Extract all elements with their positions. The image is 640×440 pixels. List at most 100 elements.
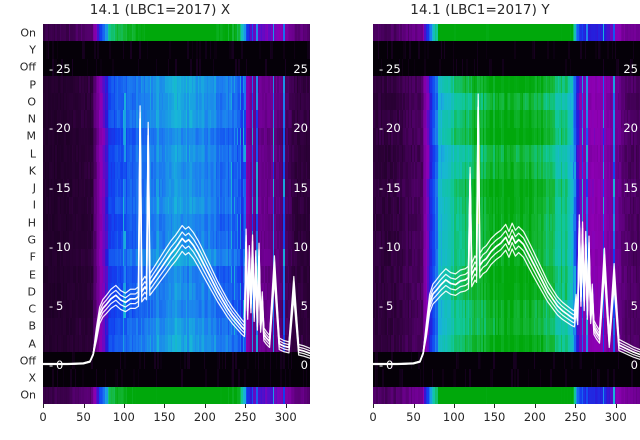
dipole-tick-label: K xyxy=(28,164,36,178)
x-tick-label: 100 xyxy=(112,410,135,424)
dipole-tick-label: N xyxy=(27,112,36,126)
inner-y-tick-label: 20 xyxy=(293,121,308,136)
heatmap-row xyxy=(43,369,310,388)
dipole-tick-label: B xyxy=(28,319,36,333)
inner-y-tick-label: -5 xyxy=(49,298,64,313)
x-tick-mark xyxy=(83,404,85,408)
heatmap-row xyxy=(43,162,310,181)
x-tick-mark xyxy=(123,404,125,408)
heatmap-row xyxy=(43,75,310,94)
dipole-tick-label: C xyxy=(28,302,36,316)
heatmap-row xyxy=(373,24,640,42)
heatmap-row xyxy=(43,127,310,146)
spectrum-trace xyxy=(43,105,310,365)
dipole-tick-label: E xyxy=(29,268,36,281)
heatmap-row xyxy=(43,179,310,198)
heatmap-axes-x[interactable]: -0 0 -5 5 -10 10 -15 15 -20 20 -25 25 xyxy=(43,24,310,404)
heatmap-row xyxy=(43,352,310,371)
spectrum-trace xyxy=(373,93,640,365)
inner-y-tick-label: -10 xyxy=(49,239,71,254)
x-tick-label: 300 xyxy=(274,410,297,424)
x-tick-mark xyxy=(615,404,617,408)
x-tick-mark xyxy=(43,404,44,408)
x-tick-label: 100 xyxy=(442,410,465,424)
heatmap-row xyxy=(373,144,640,163)
heatmap-row xyxy=(373,300,640,319)
x-tick-mark xyxy=(245,404,247,408)
inner-y-tick-label: 5 xyxy=(630,298,638,313)
x-tick-label: 200 xyxy=(523,410,546,424)
dipole-tick-label: J xyxy=(32,181,36,195)
inner-y-tick-label: -20 xyxy=(379,121,401,136)
heatmap-row xyxy=(43,214,310,232)
dipole-tick-label: F xyxy=(29,250,36,264)
dipole-tick-label: M xyxy=(26,129,37,143)
inner-y-tick-label: -0 xyxy=(379,358,394,373)
inner-y-tick-label: -5 xyxy=(379,298,394,313)
inner-y-tick-label: -25 xyxy=(379,62,401,77)
x-tick-mark xyxy=(575,404,577,408)
heatmap-row xyxy=(373,196,640,215)
x-tick-label: 0 xyxy=(39,410,47,424)
x-tick-mark xyxy=(413,404,415,408)
panel-x: 14.1 (LBC1=2017) X xyxy=(89,2,231,18)
dipole-tick-label: G xyxy=(27,233,36,247)
heatmap-row xyxy=(373,127,640,146)
x-tick-mark xyxy=(373,404,374,408)
x-tick-mark xyxy=(453,404,455,408)
dipole-tick-label: On xyxy=(20,388,36,402)
spectrum-trace-group xyxy=(43,105,310,366)
dipole-tick-label: Off xyxy=(19,354,36,368)
inner-y-tick-label: 10 xyxy=(293,239,308,254)
inner-y-tick-label: 25 xyxy=(623,62,638,77)
dipole-tick-label: L xyxy=(29,147,36,160)
x-tick-label: 50 xyxy=(406,410,421,424)
inner-y-tick-label: -15 xyxy=(379,180,401,195)
heatmap-row xyxy=(43,231,310,250)
x-tick-mark xyxy=(164,404,166,408)
heatmap-row xyxy=(373,317,640,336)
panel-y: 14.1 (LBC1=2017) Y xyxy=(320,0,640,440)
dipole-tick-label: O xyxy=(27,95,36,109)
inner-y-tick-label: 15 xyxy=(293,180,308,195)
dipole-tick-label: I xyxy=(32,198,36,212)
outer-dipole-axis-left: On Y Off P O N M L K J I H G F E D C B A Off X On xyxy=(0,24,40,404)
heatmap-row xyxy=(373,386,640,404)
panel-y-title: 14.1 (LBC1=2017) Y xyxy=(410,2,550,18)
heatmap-row xyxy=(373,93,640,111)
inner-y-tick-label: -10 xyxy=(379,239,401,254)
x-tick-label: 0 xyxy=(369,410,377,424)
x-tick-mark xyxy=(494,404,496,408)
x-tick-label: 150 xyxy=(153,410,176,424)
heatmap-axes-y[interactable]: -0 0 -5 5 -10 10 -15 15 -20 20 -25 25 xyxy=(373,24,640,404)
x-tick-label: 250 xyxy=(564,410,587,424)
heatmap-row xyxy=(373,162,640,181)
inner-y-tick-label: -0 xyxy=(49,358,64,373)
dipole-tick-label: P xyxy=(29,78,36,91)
heatmap-row xyxy=(43,93,310,111)
heatmap-row xyxy=(43,144,310,163)
spectrum-trace-group xyxy=(373,93,640,366)
x-axis-panel-y: 0 50 100 150 200 250 300 xyxy=(369,404,640,438)
panel-x-title: 14.1 (LBC1=2017) X xyxy=(89,2,231,18)
x-tick-label: 300 xyxy=(604,410,627,424)
x-tick-label: 250 xyxy=(234,410,257,424)
inner-y-tick-label: 25 xyxy=(293,62,308,77)
inner-y-tick-label: 20 xyxy=(623,121,638,136)
dipole-tick-label: Y xyxy=(29,43,36,57)
inner-y-tick-label: 10 xyxy=(623,239,638,254)
x-tick-label: 50 xyxy=(76,410,91,424)
heatmap-row xyxy=(373,41,640,60)
inner-y-tick-label: -25 xyxy=(49,62,71,77)
inner-y-tick-label: 15 xyxy=(623,180,638,195)
inner-y-tick-label: -20 xyxy=(49,121,71,136)
x-tick-mark xyxy=(204,404,206,408)
inner-y-tick-label: 0 xyxy=(630,358,638,373)
heatmap-row xyxy=(373,75,640,94)
heatmap-row xyxy=(43,41,310,60)
inner-y-tick-label: 5 xyxy=(300,298,308,313)
heatmap-row xyxy=(373,352,640,371)
dipole-tick-label: D xyxy=(27,285,36,299)
heatmap-row xyxy=(43,386,310,404)
